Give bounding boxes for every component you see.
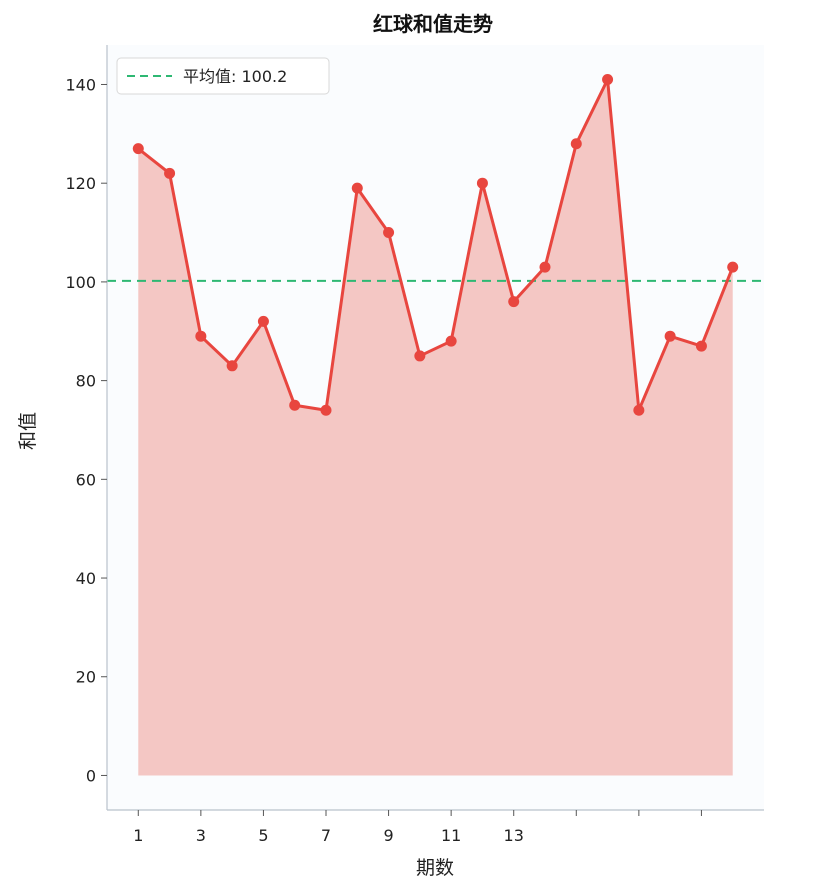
- y-tick-label: 120: [65, 174, 96, 193]
- y-tick-label: 60: [76, 470, 96, 489]
- y-tick-label: 40: [76, 569, 96, 588]
- legend-box: [116, 57, 330, 95]
- data-point: [383, 227, 395, 239]
- area-fill-group: [138, 79, 733, 776]
- x-tick-label: 7: [321, 826, 331, 845]
- y-tick-label: 0: [86, 766, 96, 785]
- data-point: [695, 340, 707, 352]
- data-point: [476, 177, 488, 189]
- series-line: [136, 78, 735, 412]
- data-point: [226, 360, 238, 372]
- data-point: [445, 335, 457, 347]
- data-point: [164, 167, 176, 179]
- data-point: [320, 404, 332, 416]
- legend: 平均值: 100.2: [116, 57, 330, 95]
- data-point: [633, 404, 645, 416]
- axes-group: [106, 45, 764, 811]
- x-tick-label: 9: [383, 826, 393, 845]
- data-point: [414, 350, 426, 362]
- x-tick-label: 11: [441, 826, 461, 845]
- series-line-group: [136, 78, 735, 412]
- data-point: [195, 330, 207, 342]
- y-tick-label: 100: [65, 273, 96, 292]
- data-point: [539, 261, 551, 273]
- data-point: [727, 261, 739, 273]
- data-point: [257, 315, 269, 327]
- data-point: [132, 143, 144, 155]
- y-tick-label: 20: [76, 668, 96, 687]
- data-point: [602, 74, 614, 86]
- data-point: [664, 330, 676, 342]
- series-area-fill: [138, 79, 733, 776]
- x-tick-label: 5: [258, 826, 268, 845]
- x-axis-label: 期数: [416, 857, 454, 879]
- data-point: [289, 399, 301, 411]
- data-point: [570, 138, 582, 150]
- data-point: [508, 296, 520, 308]
- chart-title: 红球和值走势: [373, 12, 493, 36]
- x-tick-label: 3: [196, 826, 206, 845]
- x-tick-label: 13: [504, 826, 524, 845]
- points-group: [132, 74, 739, 416]
- y-axis-label: 和值: [17, 412, 39, 450]
- y-tick-label: 140: [65, 75, 96, 94]
- legend-label: 平均值: 100.2: [183, 67, 287, 86]
- data-point: [351, 182, 363, 194]
- x-tick-label: 1: [133, 826, 143, 845]
- y-tick-label: 80: [76, 372, 96, 391]
